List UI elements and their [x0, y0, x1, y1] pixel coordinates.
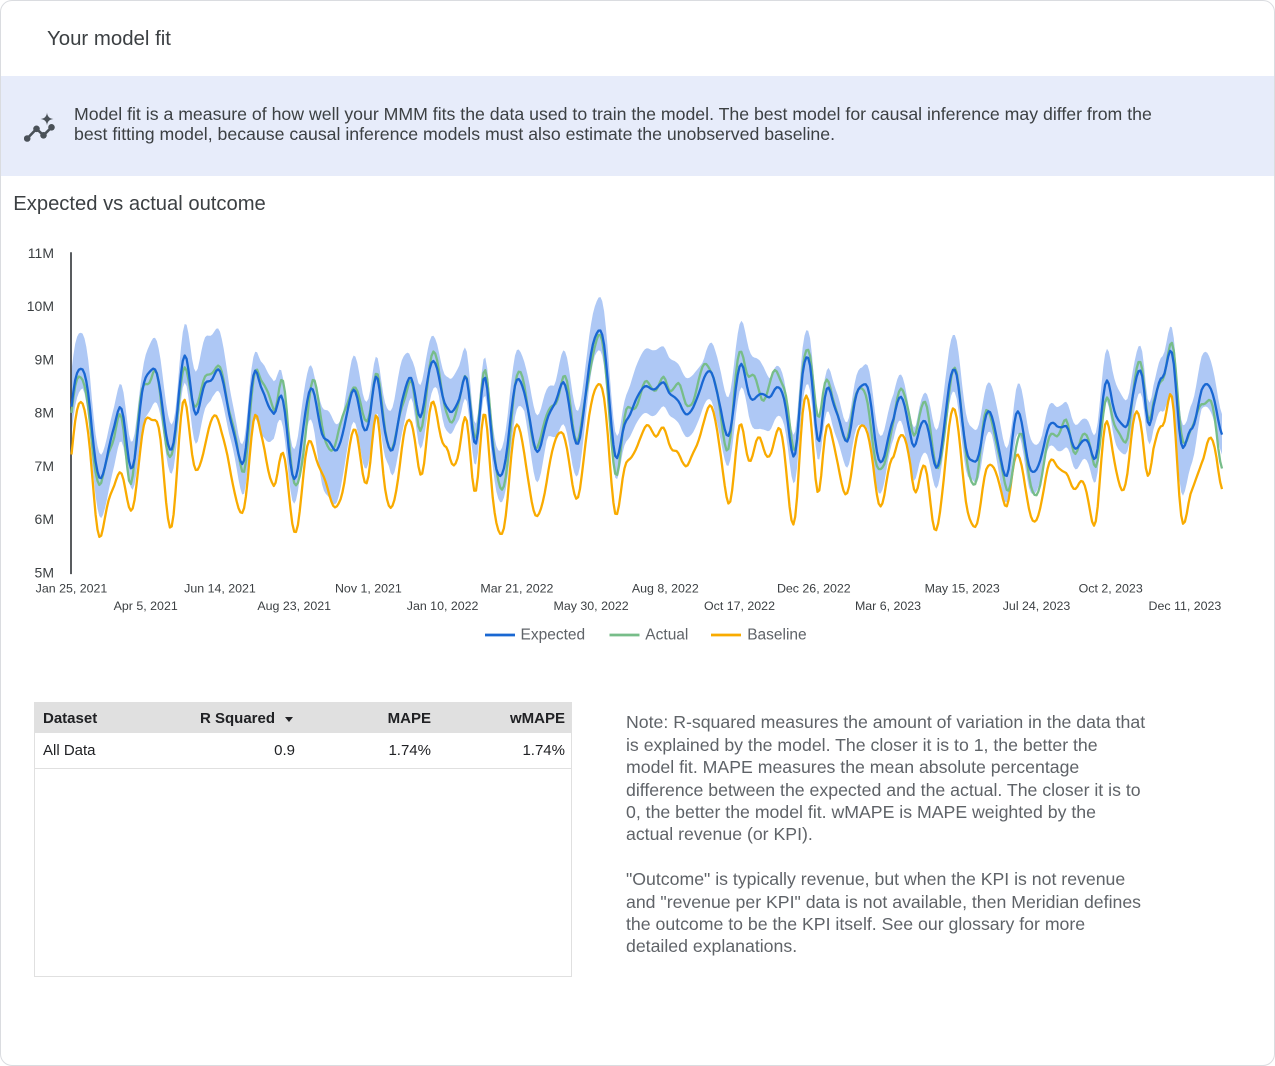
svg-text:8M: 8M [35, 405, 54, 421]
svg-text:Apr 5, 2021: Apr 5, 2021 [114, 599, 178, 613]
svg-text:Dec 26, 2022: Dec 26, 2022 [777, 581, 851, 595]
svg-text:Nov 1, 2021: Nov 1, 2021 [335, 581, 402, 595]
svg-text:10M: 10M [27, 298, 54, 314]
svg-text:Expected: Expected [521, 627, 586, 644]
svg-text:Jun 14, 2021: Jun 14, 2021 [184, 581, 256, 595]
svg-text:6M: 6M [35, 511, 54, 527]
svg-text:7M: 7M [35, 458, 54, 474]
svg-text:Jan 10, 2022: Jan 10, 2022 [407, 599, 479, 613]
svg-text:Jan 25, 2021: Jan 25, 2021 [36, 581, 108, 595]
svg-text:May 30, 2022: May 30, 2022 [554, 599, 629, 613]
svg-text:Jul 24, 2023: Jul 24, 2023 [1003, 599, 1071, 613]
svg-text:Mar 6, 2023: Mar 6, 2023 [855, 599, 921, 613]
svg-text:5M: 5M [35, 564, 54, 580]
svg-text:9M: 9M [35, 351, 54, 367]
svg-text:Oct 17, 2022: Oct 17, 2022 [704, 599, 775, 613]
svg-text:11M: 11M [28, 245, 54, 261]
svg-text:May 15, 2023: May 15, 2023 [925, 581, 1000, 595]
svg-text:Oct 2, 2023: Oct 2, 2023 [1079, 581, 1143, 595]
svg-text:Actual: Actual [645, 627, 688, 644]
svg-text:Baseline: Baseline [747, 627, 806, 644]
svg-text:Dec 11, 2023: Dec 11, 2023 [1149, 599, 1222, 613]
svg-text:Aug 23, 2021: Aug 23, 2021 [257, 599, 331, 613]
svg-text:Mar 21, 2022: Mar 21, 2022 [480, 581, 553, 595]
svg-text:Aug 8, 2022: Aug 8, 2022 [632, 581, 699, 595]
